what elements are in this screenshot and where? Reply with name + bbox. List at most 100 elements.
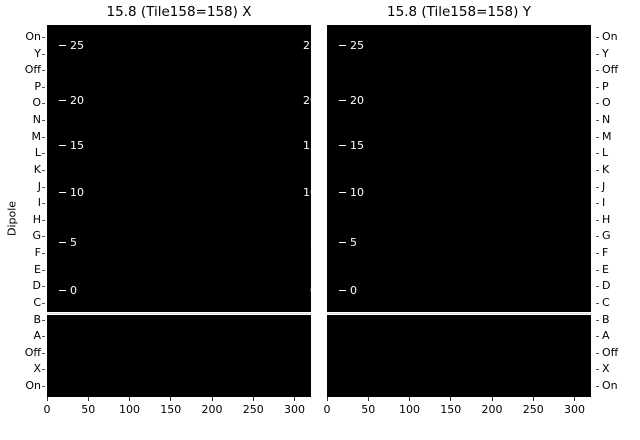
- tick-dash-icon: [339, 290, 346, 291]
- y-tick-mark: [596, 269, 599, 271]
- x-tick-label: 250: [242, 403, 264, 416]
- panel-separator-left: [47, 312, 311, 315]
- x-tick-mark: [129, 397, 130, 401]
- y-tick-mark: [596, 302, 599, 304]
- y-tick-label: M: [602, 129, 612, 143]
- inner-tick-label: 20: [59, 95, 84, 106]
- y-tick-mark: [596, 37, 599, 38]
- x-axis-right: 0 50 100 150 200 250 300: [324, 397, 591, 437]
- tick-dash-icon: [59, 45, 66, 46]
- y-tick-label: On: [602, 30, 618, 43]
- x-tick-label: 250: [522, 403, 544, 416]
- y-tick-label: I: [602, 196, 606, 210]
- x-tick-label: 100: [119, 403, 140, 416]
- x-tick-label: 50: [361, 403, 376, 416]
- x-tick-label: 150: [160, 403, 182, 416]
- x-tick-label: 200: [481, 403, 503, 416]
- y-tick-mark: [596, 120, 599, 122]
- y-tick-mark: [596, 70, 599, 72]
- inner-tick-label: 25: [303, 39, 311, 52]
- y-tick-mark: [596, 136, 599, 138]
- y-tick-mark: [42, 369, 45, 371]
- y-tick-label: On: [602, 379, 618, 392]
- y-tick-label: K: [602, 162, 610, 176]
- x-tick-mark: [450, 397, 452, 401]
- y-tick-label: H: [32, 212, 41, 226]
- y-tick-label: L: [34, 146, 41, 160]
- y-tick-mark: [42, 319, 45, 321]
- y-tick-mark: [42, 53, 45, 55]
- y-tick-mark: [596, 286, 599, 288]
- y-tick-label: B: [33, 312, 41, 326]
- y-axis-ticks-right: On Y Off P O N M L K J I H G F E D C B A Off X On: [596, 25, 636, 397]
- y-tick-mark: [42, 120, 45, 122]
- plot-panel-right[interactable]: 25 20 15 10 5 0: [327, 25, 591, 397]
- y-tick-mark: [42, 153, 45, 155]
- y-tick-mark: [42, 186, 45, 188]
- panel-separator-right: [327, 312, 591, 315]
- tick-dash-icon: [59, 290, 66, 291]
- y-tick-label: E: [34, 262, 41, 276]
- inner-tick-label: 20: [303, 94, 311, 107]
- y-tick-mark: [596, 253, 599, 255]
- y-tick-mark: [42, 386, 45, 387]
- y-tick-label: Off: [24, 63, 41, 77]
- y-tick-mark: [42, 103, 45, 105]
- y-tick-label: C: [33, 295, 41, 309]
- y-tick-label: D: [32, 279, 41, 293]
- y-tick-label: X: [33, 362, 41, 376]
- y-tick-label: F: [34, 246, 41, 260]
- plot-panel-left[interactable]: 25 20 15 10 5 0 25 20 15 10 5 0: [47, 25, 311, 397]
- y-tick-mark: [596, 336, 599, 338]
- inner-tick-label: 10: [59, 187, 84, 198]
- panel-title-right: 15.8 (Tile158=158) Y: [387, 4, 531, 20]
- y-tick-label: P: [34, 79, 41, 93]
- tick-dash-icon: [339, 192, 346, 193]
- x-tick-label: 0: [323, 403, 331, 416]
- inner-tick-label: 0: [59, 285, 77, 296]
- tick-dash-icon: [339, 145, 346, 146]
- y-tick-label: N: [32, 113, 41, 127]
- y-tick-mark: [596, 386, 599, 387]
- x-tick-mark: [367, 397, 369, 401]
- inner-tick-label: 15: [339, 140, 364, 151]
- x-tick-label: 50: [81, 403, 96, 416]
- inner-tick-label: 20: [339, 95, 364, 106]
- x-tick-mark: [294, 397, 295, 401]
- x-tick-mark: [46, 397, 48, 401]
- inner-tick-label: 0: [310, 285, 311, 296]
- y-tick-label: O: [602, 96, 611, 110]
- y-tick-mark: [42, 219, 45, 221]
- x-tick-label: 150: [440, 403, 462, 416]
- inner-tick-label: 25: [59, 40, 84, 51]
- inner-tick-label: 10: [303, 186, 311, 199]
- y-tick-label: D: [602, 279, 611, 293]
- tick-dash-icon: [339, 100, 346, 101]
- y-tick-mark: [596, 369, 599, 371]
- x-tick-mark: [326, 397, 328, 401]
- y-tick-label: K: [33, 162, 41, 176]
- y-tick-label: X: [602, 362, 610, 376]
- y-tick-mark: [596, 219, 599, 221]
- x-tick-mark: [211, 397, 213, 401]
- y-tick-label: G: [32, 229, 41, 243]
- y-tick-label: A: [33, 329, 41, 343]
- x-axis-left: 0 50 100 150 200 250 300: [44, 397, 311, 437]
- y-tick-mark: [42, 70, 45, 72]
- x-tick-mark: [252, 397, 254, 401]
- x-tick-mark: [409, 397, 410, 401]
- y-tick-label: F: [602, 246, 609, 260]
- y-tick-label: B: [602, 312, 610, 326]
- x-tick-mark: [87, 397, 89, 401]
- y-tick-label: Y: [34, 46, 41, 60]
- y-tick-mark: [596, 169, 599, 171]
- inner-tick-label: 0: [339, 285, 357, 296]
- y-tick-label: Y: [602, 46, 609, 60]
- inner-tick-label: 15: [303, 139, 311, 152]
- y-tick-label: On: [25, 30, 41, 43]
- x-tick-mark: [170, 397, 172, 401]
- y-tick-mark: [596, 236, 599, 238]
- x-tick-label: 300: [284, 403, 305, 416]
- x-tick-label: 300: [564, 403, 585, 416]
